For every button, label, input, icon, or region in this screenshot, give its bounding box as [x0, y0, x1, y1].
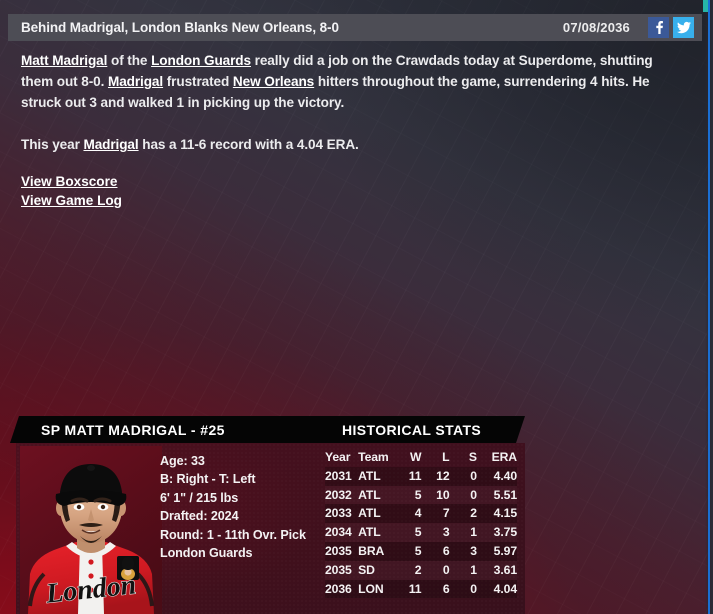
cell-l: 3: [442, 525, 450, 540]
article-text-1c: frustrated: [163, 74, 233, 89]
cell-team: ATL: [358, 487, 381, 502]
col-header-l: L: [442, 450, 450, 464]
cell-era: 4.04: [493, 581, 517, 596]
cell-l: 12: [436, 468, 450, 483]
cell-team: ATL: [358, 506, 381, 521]
link-player-madrigal[interactable]: Matt Madrigal: [21, 53, 108, 68]
window-accent-nub: [703, 0, 708, 12]
cell-s: 0: [470, 581, 477, 596]
cell-w: 2: [414, 562, 422, 577]
player-card-name: SP MATT MADRIGAL - #25: [41, 421, 225, 438]
table-row: 2035 SD 2 0 1 3.61: [325, 561, 517, 580]
bio-bats-throws: B: Right - T: Left: [160, 472, 256, 487]
article-paragraph-2: This year Madrigal has a 11-6 record wit…: [21, 134, 683, 155]
cell-w: 11: [408, 581, 422, 596]
cell-s: 0: [470, 487, 477, 502]
cell-l: 0: [442, 562, 450, 577]
table-row: 2032 ATL 5 10 0 5.51: [325, 486, 517, 505]
cell-year: 2032: [325, 487, 352, 502]
headline-bar: Behind Madrigal, London Blanks New Orlea…: [8, 14, 702, 41]
link-player-madrigal-2[interactable]: Madrigal: [107, 74, 164, 89]
cell-era: 4.40: [493, 468, 517, 483]
player-card-header: SP MATT MADRIGAL - #25 HISTORICAL STATS: [10, 416, 525, 443]
player-card: SP MATT MADRIGAL - #25 HISTORICAL STATS: [8, 416, 525, 614]
cell-l: 7: [442, 506, 450, 521]
article-paragraph-1: Matt Madrigal of the London Guards reall…: [21, 50, 683, 113]
twitter-share-button[interactable]: [673, 17, 694, 38]
stats-table-body: 2031 ATL 11 12 0 4.40 2032 ATL 5 10 0 5.51 2033 ATL 4 7…: [325, 466, 517, 599]
page-title: Behind Madrigal, London Blanks New Orlea…: [21, 20, 339, 35]
cell-year: 2035: [325, 562, 352, 577]
cell-year: 2031: [325, 468, 352, 483]
table-row: 2036 LON 11 6 0 4.04: [325, 579, 517, 599]
cell-w: 11: [408, 468, 422, 483]
cell-s: 2: [470, 506, 477, 521]
col-header-w: W: [410, 450, 422, 464]
cell-s: 1: [470, 525, 477, 540]
bio-age: Age: 33: [160, 454, 205, 468]
cell-team: ATL: [358, 468, 381, 483]
cell-w: 5: [414, 543, 422, 558]
article-date: 07/08/2036: [562, 20, 630, 35]
bio-drafted: Drafted: 2024: [160, 509, 239, 524]
link-team-new-orleans[interactable]: New Orleans: [232, 74, 315, 89]
cell-l: 6: [442, 543, 450, 558]
stats-header-row: Year Team W L S ERA: [325, 448, 517, 467]
article-body: Matt Madrigal of the London Guards reall…: [21, 50, 683, 155]
player-portrait[interactable]: London: [20, 446, 162, 614]
view-boxscore-link[interactable]: View Boxscore: [21, 174, 118, 189]
cell-year: 2033: [325, 506, 352, 521]
cell-year: 2035: [325, 543, 352, 558]
table-row: 2031 ATL 11 12 0 4.40: [325, 466, 517, 486]
cell-team: BRA: [358, 543, 385, 558]
col-header-year: Year: [325, 450, 351, 464]
cell-era: 5.51: [493, 487, 517, 502]
historical-stats-table: Year Team W L S ERA 2031 ATL 11 12 0 4.40 2032…: [325, 448, 517, 599]
facebook-icon: [653, 21, 665, 34]
cell-era: 5.97: [493, 543, 517, 558]
player-bio: Age: 33 B: Right - T: Left 6' 1" / 215 l…: [160, 452, 306, 562]
cell-w: 5: [414, 487, 422, 502]
historical-stats-title: HISTORICAL STATS: [342, 421, 482, 438]
article-text-1d: hitters throughout the game, surrenderin…: [21, 74, 650, 110]
link-team-london-guards[interactable]: London Guards: [151, 53, 251, 68]
cell-era: 4.15: [493, 506, 517, 521]
article-text-1b: really did a job on the Crawdads today a…: [21, 53, 653, 89]
bio-round: Round: 1 - 11th Ovr. Pick: [160, 527, 306, 542]
window-accent-line: [708, 0, 710, 614]
bio-height-weight: 6' 1" / 215 lbs: [160, 490, 239, 505]
bio-team: London Guards: [160, 546, 253, 561]
article-text-2a: This year: [21, 137, 84, 152]
cell-s: 1: [470, 562, 477, 577]
stats-table-head: Year Team W L S ERA: [325, 448, 517, 467]
article-action-links: View Boxscore View Game Log: [21, 172, 122, 210]
cell-year: 2036: [325, 581, 352, 596]
table-row: 2033 ATL 4 7 2 4.15: [325, 504, 517, 524]
view-game-log-link[interactable]: View Game Log: [21, 193, 122, 208]
twitter-icon: [676, 21, 691, 34]
cell-team: LON: [358, 581, 384, 596]
cell-s: 0: [470, 468, 477, 483]
link-player-madrigal-3[interactable]: Madrigal: [83, 137, 139, 152]
cell-l: 6: [442, 581, 450, 596]
cell-w: 5: [414, 525, 422, 540]
cell-s: 3: [470, 543, 477, 558]
cell-team: SD: [358, 562, 375, 577]
article-text-2b: has a 11-6 record with a 4.04 ERA.: [138, 137, 359, 152]
cell-w: 4: [414, 506, 422, 521]
table-row: 2035 BRA 5 6 3 5.97: [325, 541, 517, 561]
cell-era: 3.75: [493, 525, 517, 540]
cell-team: ATL: [358, 525, 381, 540]
article-text-1a: of the: [107, 53, 152, 68]
facebook-share-button[interactable]: [648, 17, 669, 38]
table-row: 2034 ATL 5 3 1 3.75: [325, 523, 517, 542]
col-header-s: S: [468, 450, 477, 464]
cell-l: 10: [436, 487, 450, 502]
cell-year: 2034: [325, 525, 352, 540]
col-header-era: ERA: [491, 450, 518, 464]
col-header-team: Team: [358, 450, 389, 464]
cell-era: 3.61: [493, 562, 517, 577]
